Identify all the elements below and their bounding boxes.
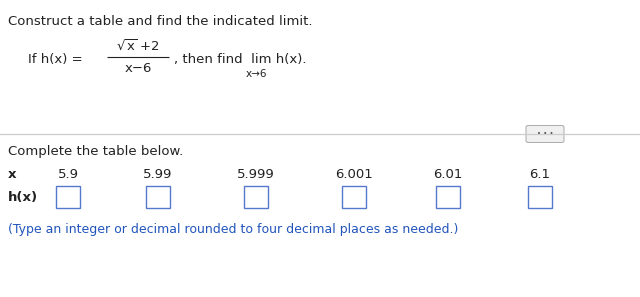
Text: 6.01: 6.01 (433, 168, 463, 181)
FancyBboxPatch shape (436, 186, 460, 208)
FancyBboxPatch shape (526, 126, 564, 143)
Text: 5.999: 5.999 (237, 168, 275, 181)
Text: , then find  lim h(x).: , then find lim h(x). (174, 53, 307, 66)
Text: Construct a table and find the indicated limit.: Construct a table and find the indicated… (8, 15, 312, 28)
Text: x→6: x→6 (245, 69, 267, 79)
Text: 5.9: 5.9 (58, 168, 79, 181)
FancyBboxPatch shape (56, 186, 80, 208)
Text: (Type an integer or decimal rounded to four decimal places as needed.): (Type an integer or decimal rounded to f… (8, 223, 458, 236)
FancyBboxPatch shape (244, 186, 268, 208)
Text: • • •: • • • (537, 131, 553, 137)
Text: $\mathregular{\sqrt{x}}$ +2: $\mathregular{\sqrt{x}}$ +2 (116, 38, 160, 53)
Text: x: x (8, 168, 17, 181)
FancyBboxPatch shape (342, 186, 366, 208)
Text: 6.001: 6.001 (335, 168, 373, 181)
Text: 6.1: 6.1 (529, 168, 550, 181)
Text: Complete the table below.: Complete the table below. (8, 145, 183, 158)
FancyBboxPatch shape (528, 186, 552, 208)
Text: If h(x) =: If h(x) = (28, 53, 83, 66)
Text: x−6: x−6 (124, 61, 152, 75)
FancyBboxPatch shape (146, 186, 170, 208)
Text: h(x): h(x) (8, 190, 38, 203)
Text: 5.99: 5.99 (143, 168, 173, 181)
